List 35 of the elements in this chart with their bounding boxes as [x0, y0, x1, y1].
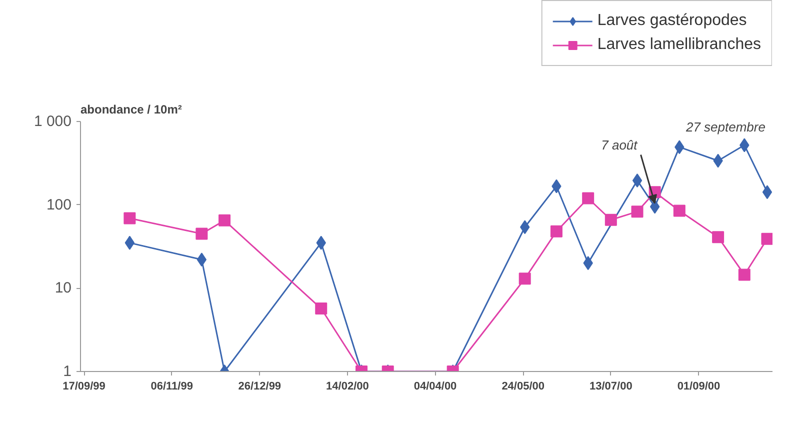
point — [218, 214, 231, 226]
point — [582, 192, 594, 204]
legend-label: Larves lamellibranches — [597, 36, 761, 54]
x-tick-label: 17/09/99 — [62, 380, 106, 392]
point — [196, 252, 207, 267]
point — [604, 214, 617, 226]
x-tick-label: 24/05/00 — [502, 380, 545, 392]
y-tick-label: 1 000 — [34, 113, 72, 130]
point — [124, 236, 135, 250]
y-tick-label: 10 — [54, 280, 72, 297]
y-tick-label: 1 — [63, 363, 72, 380]
legend-label: Larves gastéropodes — [597, 12, 747, 30]
y-axis-title: abondance / 10m² — [80, 102, 182, 116]
point — [761, 232, 772, 245]
point — [650, 200, 660, 214]
x-tick-label: 04/04/00 — [414, 380, 457, 392]
point — [518, 272, 531, 285]
annotation: 27 septembre — [684, 119, 766, 134]
point — [632, 173, 642, 188]
x-tick-label: 01/09/00 — [677, 380, 720, 392]
point — [712, 231, 724, 244]
point — [738, 268, 750, 281]
x-tick-label: 26/12/99 — [238, 380, 282, 392]
x-tick-label: 13/07/00 — [590, 380, 632, 392]
x-tick-label: 14/02/00 — [326, 380, 369, 392]
y-tick-label: 100 — [46, 196, 72, 214]
point — [315, 302, 328, 315]
point — [196, 228, 208, 240]
point — [673, 204, 686, 217]
x-tick-label: 06/11/99 — [150, 380, 193, 392]
annotation: 7 août — [601, 137, 639, 152]
point — [762, 185, 772, 200]
point — [631, 206, 644, 218]
point — [550, 225, 562, 238]
point — [124, 212, 136, 224]
